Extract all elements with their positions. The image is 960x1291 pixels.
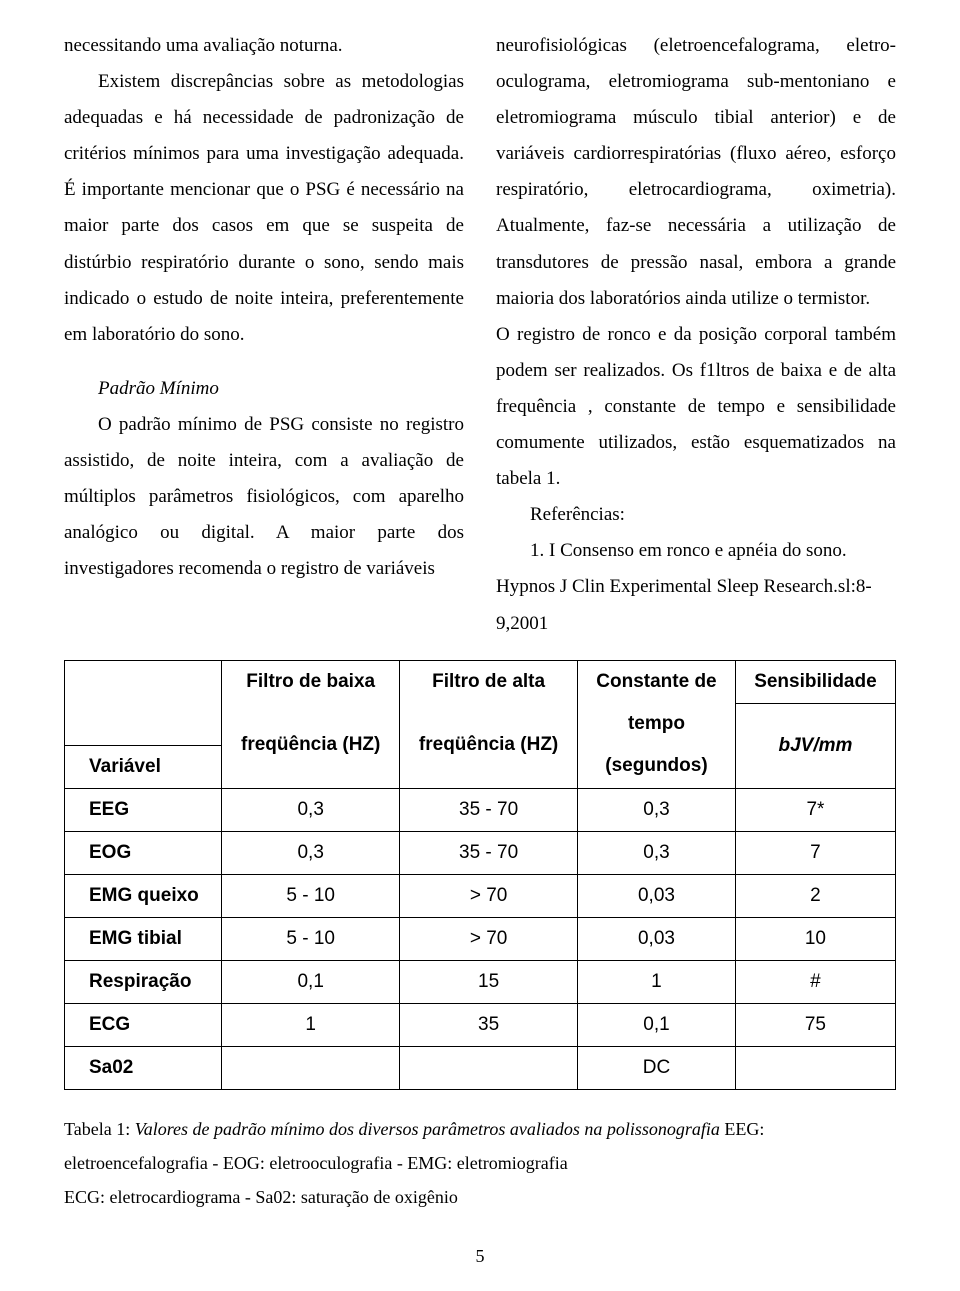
- cell: 35: [400, 1003, 578, 1046]
- table-row: EMG tibial 5 - 10 > 70 0,03 10: [65, 917, 896, 960]
- col-header: Filtro de alta: [400, 660, 578, 703]
- cell: [400, 1046, 578, 1089]
- paragraph: Existem discrepâncias sobre as metodolog…: [64, 64, 464, 353]
- cell: #: [735, 960, 895, 1003]
- paragraph: O registro de ronco e da posição corpora…: [496, 317, 896, 497]
- caption-italic: Valores de padrão mínimo dos diversos pa…: [135, 1119, 725, 1139]
- page-number: 5: [0, 1246, 960, 1267]
- row-label: Respiração: [65, 960, 222, 1003]
- paragraph: O padrão mínimo de PSG consiste no regis…: [64, 407, 464, 587]
- caption-line: ECG: eletrocardiograma - Sa02: saturação…: [64, 1187, 458, 1207]
- right-column: neurofisiológicas (eletroencefalograma, …: [496, 28, 896, 642]
- two-column-text: necessitando uma avaliação noturna. Exis…: [64, 28, 896, 642]
- cell: 0,3: [222, 788, 400, 831]
- paragraph: necessitando uma avaliação noturna.: [64, 28, 464, 64]
- cell: 2: [735, 874, 895, 917]
- row-label: EOG: [65, 831, 222, 874]
- row-label: EMG tibial: [65, 917, 222, 960]
- paragraph: neurofisiológicas (eletroencefalograma, …: [496, 28, 896, 317]
- cell: > 70: [400, 874, 578, 917]
- table-row: EEG 0,3 35 - 70 0,3 7*: [65, 788, 896, 831]
- cell: 0,03: [578, 917, 736, 960]
- subheading: Padrão Mínimo: [64, 371, 464, 407]
- cell: 0,03: [578, 874, 736, 917]
- cell: 1: [222, 1003, 400, 1046]
- cell: 0,1: [222, 960, 400, 1003]
- cell: 35 - 70: [400, 831, 578, 874]
- col-header: Sensibilidade: [735, 660, 895, 703]
- variable-header: Variável: [65, 745, 222, 788]
- caption-line: eletroencefalografia - EOG: eletrooculog…: [64, 1153, 568, 1173]
- table-container: Filtro de baixa Filtro de alta Constante…: [64, 660, 896, 1090]
- col-subheader: tempo: [578, 703, 736, 745]
- spacer: [64, 353, 464, 371]
- cell: 5 - 10: [222, 874, 400, 917]
- cell: 5 - 10: [222, 917, 400, 960]
- col-header: Filtro de baixa: [222, 660, 400, 703]
- row-label: EEG: [65, 788, 222, 831]
- references-label: Referências:: [496, 497, 896, 533]
- table-row: Respiração 0,1 15 1 #: [65, 960, 896, 1003]
- cell: > 70: [400, 917, 578, 960]
- col-header: Constante de: [578, 660, 736, 703]
- page: necessitando uma avaliação noturna. Exis…: [0, 0, 960, 1291]
- reference-item: 1. I Consenso em ronco e apnéia do sono.…: [496, 533, 896, 641]
- col-subheader: freqüência (HZ): [222, 703, 400, 788]
- table-row: Sa02 DC: [65, 1046, 896, 1089]
- caption-tail: EEG:: [724, 1119, 764, 1139]
- table-header-row: Filtro de baixa Filtro de alta Constante…: [65, 660, 896, 703]
- left-column: necessitando uma avaliação noturna. Exis…: [64, 28, 464, 642]
- table-caption: Tabela 1: Valores de padrão mínimo dos d…: [64, 1112, 896, 1215]
- cell: 75: [735, 1003, 895, 1046]
- caption-prefix: Tabela 1:: [64, 1119, 135, 1139]
- cell: 1: [578, 960, 736, 1003]
- cell: 0,3: [222, 831, 400, 874]
- cell: 0,3: [578, 788, 736, 831]
- cell: 7*: [735, 788, 895, 831]
- col-subheader: bJV/mm: [735, 703, 895, 788]
- parameters-table: Filtro de baixa Filtro de alta Constante…: [64, 660, 896, 1090]
- cell: 7: [735, 831, 895, 874]
- cell: [735, 1046, 895, 1089]
- cell: 15: [400, 960, 578, 1003]
- cell: [222, 1046, 400, 1089]
- row-label: Sa02: [65, 1046, 222, 1089]
- table-row: EMG queixo 5 - 10 > 70 0,03 2: [65, 874, 896, 917]
- cell: 10: [735, 917, 895, 960]
- row-label: EMG queixo: [65, 874, 222, 917]
- col-subheader: freqüência (HZ): [400, 703, 578, 788]
- table-row: EOG 0,3 35 - 70 0,3 7: [65, 831, 896, 874]
- cell: 0,3: [578, 831, 736, 874]
- row-label: ECG: [65, 1003, 222, 1046]
- cell: 0,1: [578, 1003, 736, 1046]
- cell: 35 - 70: [400, 788, 578, 831]
- cell: DC: [578, 1046, 736, 1089]
- col-subheader: (segundos): [578, 745, 736, 788]
- table-row: ECG 1 35 0,1 75: [65, 1003, 896, 1046]
